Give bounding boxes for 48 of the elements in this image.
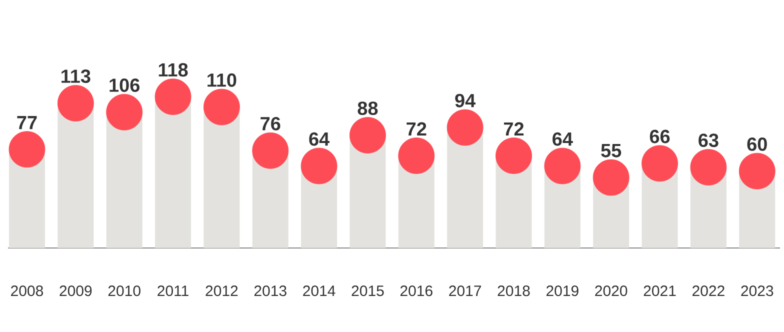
point	[496, 138, 532, 174]
data-label: 63	[698, 134, 718, 148]
point	[592, 159, 630, 196]
x-tick-label: 2013	[254, 286, 286, 296]
data-label: 88	[358, 102, 378, 116]
x-tick-label: 2019	[546, 286, 578, 296]
data-label: 64	[552, 132, 573, 146]
data-label: 60	[747, 137, 767, 151]
point	[8, 131, 46, 168]
point	[154, 78, 192, 115]
point	[300, 148, 338, 184]
data-label: 76	[260, 116, 280, 130]
x-tick-label: 2017	[449, 286, 481, 296]
data-label: 110	[208, 73, 236, 87]
x-tick-label: 2018	[498, 286, 530, 296]
x-tick-label: 2014	[303, 286, 336, 296]
point	[106, 94, 143, 130]
data-label: 64	[309, 132, 330, 146]
data-label: 72	[504, 122, 524, 136]
point	[252, 132, 289, 169]
x-tick-label: 2012	[206, 286, 238, 296]
point	[398, 138, 435, 174]
x-tick-label: 2011	[158, 286, 188, 296]
x-tick-label: 2023	[741, 286, 774, 296]
data-label: 77	[17, 116, 37, 130]
data-label: 94	[455, 94, 476, 108]
x-tick-label: 2015	[352, 286, 384, 296]
data-label: 118	[158, 63, 188, 77]
data-label: 66	[650, 130, 670, 144]
x-tick-label: 2022	[692, 286, 724, 296]
x-tick-label: 2009	[60, 286, 92, 296]
x-tick-label: 2016	[400, 286, 432, 296]
data-label: 113	[62, 70, 90, 83]
data-label: 72	[406, 122, 426, 136]
point	[738, 152, 776, 190]
point	[203, 88, 240, 126]
x-tick-label: 2010	[108, 286, 140, 296]
point	[446, 109, 484, 146]
data-label: 106	[110, 78, 140, 92]
point	[350, 117, 386, 154]
x-tick-label: 2020	[595, 286, 628, 296]
point	[690, 149, 727, 186]
point	[642, 145, 678, 182]
x-tick-label: 2021	[644, 286, 676, 296]
point	[544, 148, 581, 184]
x-tick-label: 2008	[11, 286, 44, 296]
data-label: 55	[601, 144, 622, 158]
point	[57, 84, 94, 122]
